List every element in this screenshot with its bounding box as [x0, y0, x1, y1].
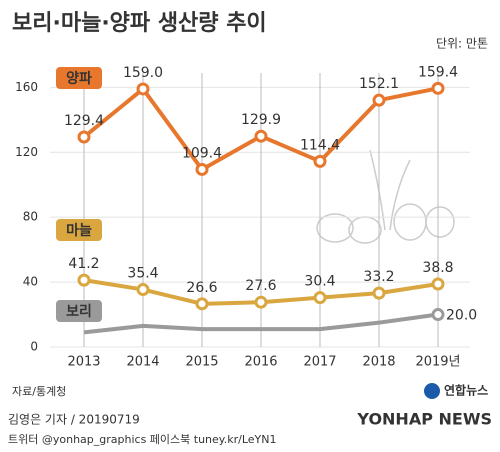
- point: [372, 93, 386, 107]
- y-tick-label: 40: [23, 275, 38, 289]
- source: 자료/통계청: [12, 385, 66, 398]
- social: 트위터 @yonhap_graphics 페이스북 tuney.kr/LeYN1: [8, 433, 276, 446]
- data-label: 30.4: [304, 274, 335, 290]
- brand-logo: [424, 383, 440, 399]
- y-tick-label: 0: [30, 340, 38, 354]
- brand-en: YONHAP NEWS: [356, 410, 492, 429]
- data-label: 114.4: [300, 137, 340, 153]
- unit-label: 단위: 만톤: [436, 37, 488, 51]
- series-line: [83, 312, 439, 335]
- data-label: 38.8: [422, 260, 453, 276]
- legend-label: 보리: [66, 304, 92, 320]
- point: [313, 291, 327, 305]
- point: [431, 81, 445, 95]
- x-tick-label: 2019년: [415, 355, 460, 370]
- brand: 연합뉴스: [444, 383, 488, 398]
- x-tick-label: 2017: [303, 355, 336, 370]
- x-tick-label: 2016: [244, 355, 277, 370]
- legend-swatch: [56, 67, 102, 89]
- point: [372, 286, 386, 300]
- point: [313, 154, 327, 168]
- point: [195, 162, 209, 176]
- legend-label: 양파: [66, 71, 92, 87]
- chart-title: 보리·마늘·양파 생산량 추이: [12, 11, 267, 36]
- legend-swatch: [56, 300, 102, 322]
- point: [136, 283, 150, 297]
- point: [136, 82, 150, 96]
- x-tick-label: 2018: [362, 355, 395, 370]
- data-label: 109.4: [182, 145, 222, 161]
- data-label: 152.1: [359, 76, 399, 92]
- data-label: 41.2: [68, 256, 99, 272]
- data-label: 129.4: [64, 113, 104, 129]
- byline: 김영은 기자 / 20190719: [8, 413, 140, 427]
- data-label: 35.4: [127, 266, 158, 282]
- y-tick-label: 160: [15, 80, 38, 94]
- point: [431, 308, 445, 322]
- point: [254, 129, 268, 143]
- legend-swatch: [56, 219, 102, 241]
- point: [431, 277, 445, 291]
- data-label: 129.9: [241, 112, 281, 128]
- point: [195, 297, 209, 311]
- data-label: 26.6: [186, 280, 217, 296]
- data-label: 159.4: [418, 64, 458, 80]
- data-label: 33.2: [363, 269, 394, 285]
- data-label: 20.0: [446, 308, 477, 324]
- data-label: 27.6: [245, 278, 276, 294]
- y-tick-label: 120: [15, 145, 38, 159]
- point: [254, 295, 268, 309]
- y-tick-label: 80: [23, 210, 38, 224]
- x-tick-label: 2014: [126, 355, 159, 370]
- x-tick-label: 2013: [67, 355, 100, 370]
- point: [77, 130, 91, 144]
- point: [77, 273, 91, 287]
- legend-label: 마늘: [66, 223, 92, 239]
- x-tick-label: 2015: [185, 355, 218, 370]
- data-label: 159.0: [123, 65, 163, 81]
